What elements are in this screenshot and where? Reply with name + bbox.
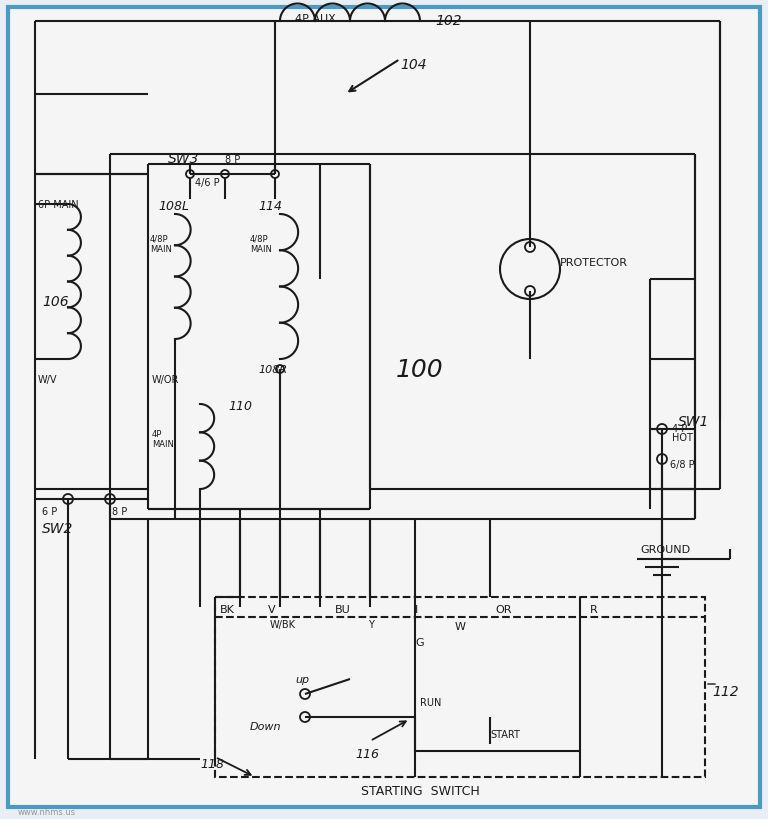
- Text: Y: Y: [368, 619, 374, 629]
- Text: 108L: 108L: [158, 200, 189, 213]
- Text: 108R: 108R: [258, 364, 287, 374]
- Text: 100: 100: [396, 358, 444, 382]
- Text: SW3: SW3: [168, 152, 200, 165]
- Text: SW1: SW1: [678, 414, 710, 428]
- Text: 4/8P
MAIN: 4/8P MAIN: [250, 235, 272, 254]
- Text: W/V: W/V: [38, 374, 58, 385]
- Text: 4/8P
MAIN: 4/8P MAIN: [150, 235, 172, 254]
- Text: I: I: [415, 604, 419, 614]
- Text: BU: BU: [335, 604, 351, 614]
- Text: 8 P: 8 P: [225, 155, 240, 165]
- Text: 8 P: 8 P: [112, 506, 127, 516]
- Text: 110: 110: [228, 400, 252, 413]
- Text: 102: 102: [435, 14, 462, 28]
- Text: R: R: [590, 604, 598, 614]
- Text: up: up: [295, 674, 310, 684]
- Bar: [215, 597, 705, 777]
- Text: W: W: [455, 622, 466, 631]
- Text: HOT: HOT: [672, 432, 693, 442]
- Text: GROUND: GROUND: [640, 545, 690, 554]
- Text: 4/6 P: 4/6 P: [195, 178, 220, 188]
- Text: 118: 118: [200, 757, 224, 770]
- Text: 114: 114: [258, 200, 282, 213]
- Text: 116: 116: [355, 747, 379, 760]
- Text: 112: 112: [712, 684, 739, 698]
- Text: 104: 104: [400, 58, 427, 72]
- Text: www.nhms.us: www.nhms.us: [18, 807, 76, 816]
- Text: SW2: SW2: [42, 522, 74, 536]
- Text: 6/8 P: 6/8 P: [670, 459, 694, 469]
- Text: 6P MAIN: 6P MAIN: [38, 200, 78, 210]
- Text: 6 P: 6 P: [42, 506, 58, 516]
- Text: W/BK: W/BK: [270, 619, 296, 629]
- Text: STARTING  SWITCH: STARTING SWITCH: [361, 784, 479, 797]
- Text: RUN: RUN: [420, 697, 442, 707]
- Text: Down: Down: [250, 721, 282, 731]
- Text: W/OR: W/OR: [152, 374, 180, 385]
- Text: BK: BK: [220, 604, 235, 614]
- Text: OR: OR: [495, 604, 511, 614]
- Text: START: START: [490, 729, 520, 739]
- Text: 4P
MAIN: 4P MAIN: [152, 429, 174, 449]
- Text: 106: 106: [42, 295, 68, 309]
- Text: V: V: [268, 604, 276, 614]
- Text: 4P AUX: 4P AUX: [295, 14, 336, 24]
- Text: 4 P: 4 P: [672, 423, 687, 433]
- Text: G: G: [415, 637, 424, 647]
- Text: PROTECTOR: PROTECTOR: [560, 258, 628, 268]
